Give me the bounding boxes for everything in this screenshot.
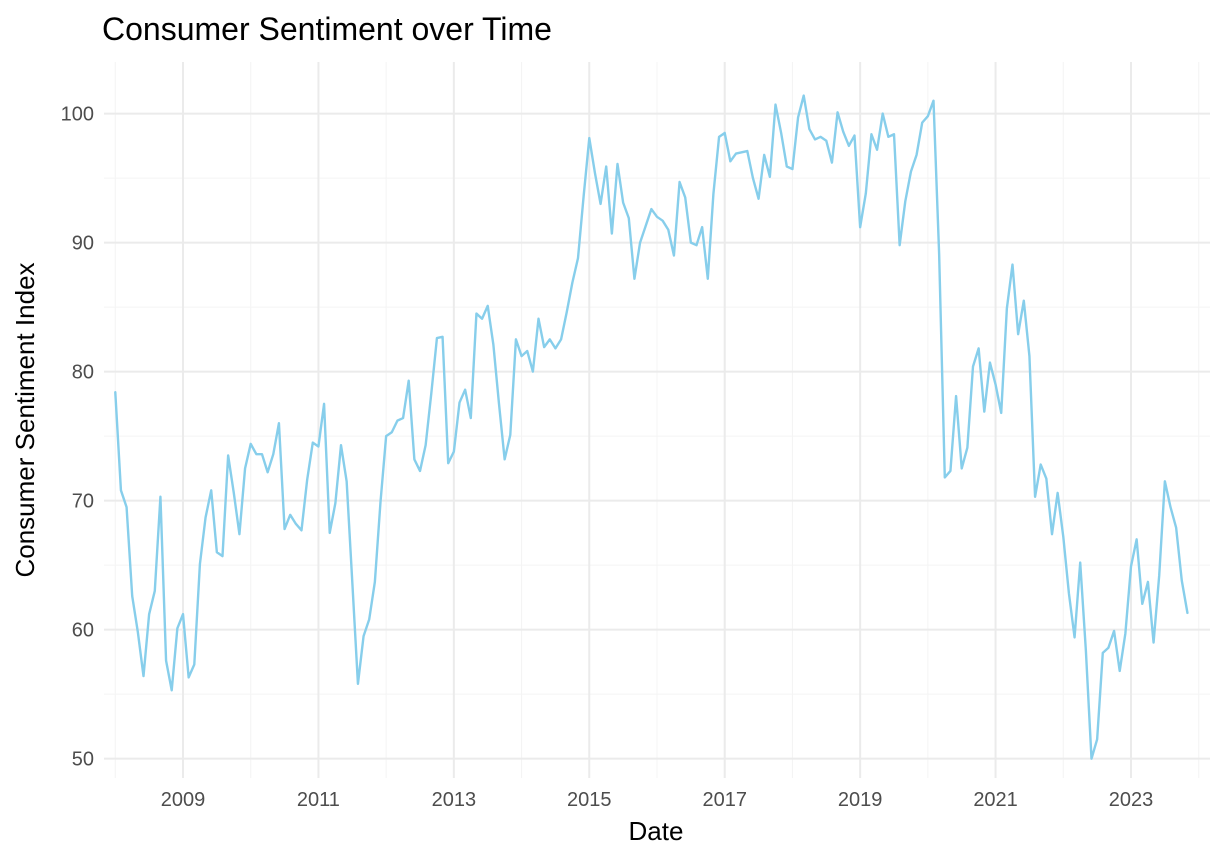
x-tick-label: 2017 bbox=[702, 789, 747, 811]
y-tick-label: 90 bbox=[72, 233, 94, 255]
y-tick-label: 70 bbox=[72, 491, 94, 513]
y-tick-label: 50 bbox=[72, 749, 94, 771]
x-tick-label: 2021 bbox=[973, 789, 1018, 811]
series-layer bbox=[114, 94, 1189, 760]
y-tick-label: 80 bbox=[72, 362, 94, 384]
grid-layer bbox=[104, 62, 1210, 778]
x-tick-label: 2015 bbox=[567, 789, 612, 811]
series-line bbox=[114, 94, 1189, 760]
x-tick-labels: 2009 2011 2013 2015 2017 2019 2021 2023 bbox=[161, 789, 1154, 811]
x-tick-label: 2011 bbox=[297, 789, 340, 811]
x-axis-title: Date bbox=[629, 816, 684, 846]
x-tick-label: 2013 bbox=[432, 789, 477, 811]
chart-title: Consumer Sentiment over Time bbox=[102, 11, 552, 47]
y-tick-labels: 50 60 70 80 90 100 bbox=[61, 104, 94, 771]
y-tick-label: 100 bbox=[61, 104, 94, 126]
x-tick-label: 2023 bbox=[1109, 789, 1154, 811]
x-tick-label: 2009 bbox=[161, 789, 206, 811]
y-tick-label: 60 bbox=[72, 620, 94, 642]
y-axis-title: Consumer Sentiment Index bbox=[10, 262, 40, 577]
x-tick-label: 2019 bbox=[838, 789, 883, 811]
